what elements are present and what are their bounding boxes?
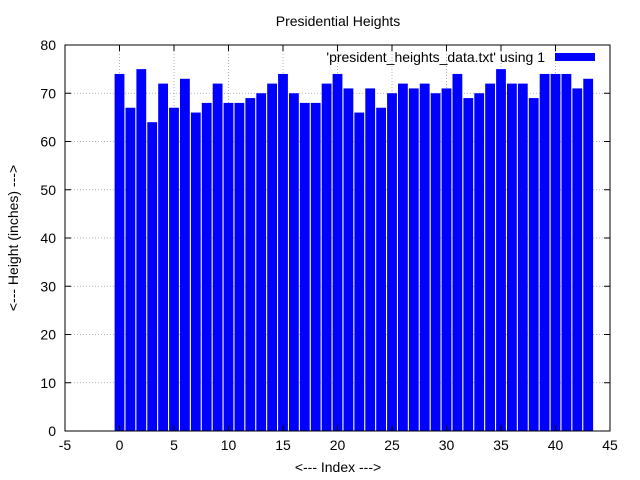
bar [212, 83, 223, 431]
bar [376, 107, 387, 431]
bar [278, 73, 288, 431]
bar [397, 83, 408, 431]
y-tick-labels: 0 10 20 30 40 50 60 70 80 [40, 37, 56, 439]
bar [419, 83, 430, 431]
y-tick-label: 80 [40, 37, 56, 53]
bar [158, 83, 169, 431]
bar [147, 122, 158, 431]
bar [517, 83, 528, 431]
bar [343, 88, 354, 432]
bar [452, 73, 463, 431]
bar [408, 88, 419, 432]
bar-series [114, 69, 594, 432]
bar [179, 78, 190, 432]
bar [387, 93, 397, 431]
x-tick-label: 10 [221, 437, 237, 453]
legend-swatch [555, 53, 595, 61]
x-tick-label: 0 [116, 437, 124, 453]
x-tick-labels: -5 0 5 10 15 20 25 30 35 40 45 [59, 437, 618, 453]
chart-title: Presidential Heights [276, 13, 401, 29]
y-tick-label: 0 [48, 423, 56, 439]
bar [354, 112, 365, 432]
bar [288, 93, 299, 431]
x-tick-label: 40 [548, 437, 564, 453]
bar [485, 83, 496, 431]
y-tick-label: 70 [40, 85, 56, 101]
bar [528, 98, 539, 431]
bar [136, 69, 147, 431]
bar [506, 83, 517, 431]
x-axis-label: <--- Index ---> [295, 459, 381, 475]
x-tick-label: 35 [493, 437, 509, 453]
bar [365, 88, 376, 432]
y-tick-label: 30 [40, 278, 56, 294]
bar [201, 102, 212, 432]
bar [441, 88, 452, 432]
legend: 'president_heights_data.txt' using 1 [326, 49, 595, 65]
legend-label: 'president_heights_data.txt' using 1 [326, 49, 545, 65]
bar [125, 107, 136, 431]
bar [310, 102, 321, 432]
bar [114, 73, 125, 431]
bar [496, 69, 506, 431]
y-tick-label: 40 [40, 230, 56, 246]
y-tick-label: 20 [40, 327, 56, 343]
bar [190, 112, 201, 432]
bar [245, 98, 256, 431]
bar [234, 102, 245, 432]
bar [561, 73, 572, 431]
axis-ticks [64, 44, 611, 432]
bar [430, 93, 441, 431]
bar [256, 93, 267, 431]
bar [583, 78, 594, 432]
x-tick-label: 15 [275, 437, 291, 453]
y-tick-label: 50 [40, 182, 56, 198]
bar [474, 93, 485, 431]
x-tick-label: -5 [59, 437, 72, 453]
bar [332, 73, 343, 431]
y-tick-label: 60 [40, 134, 56, 150]
y-axis-label: <--- Height (inches) ---> [5, 165, 21, 311]
bar [550, 73, 561, 431]
bar [572, 88, 583, 432]
y-tick-label: 10 [40, 375, 56, 391]
x-tick-label: 45 [602, 437, 618, 453]
x-tick-label: 5 [170, 437, 178, 453]
bar [223, 102, 234, 432]
bar [299, 102, 310, 432]
bar [267, 83, 278, 431]
bar [539, 73, 550, 431]
x-tick-label: 25 [384, 437, 400, 453]
x-tick-label: 30 [439, 437, 455, 453]
bar [321, 83, 332, 431]
bar [169, 107, 179, 431]
x-tick-label: 20 [330, 437, 346, 453]
bar [463, 98, 474, 431]
